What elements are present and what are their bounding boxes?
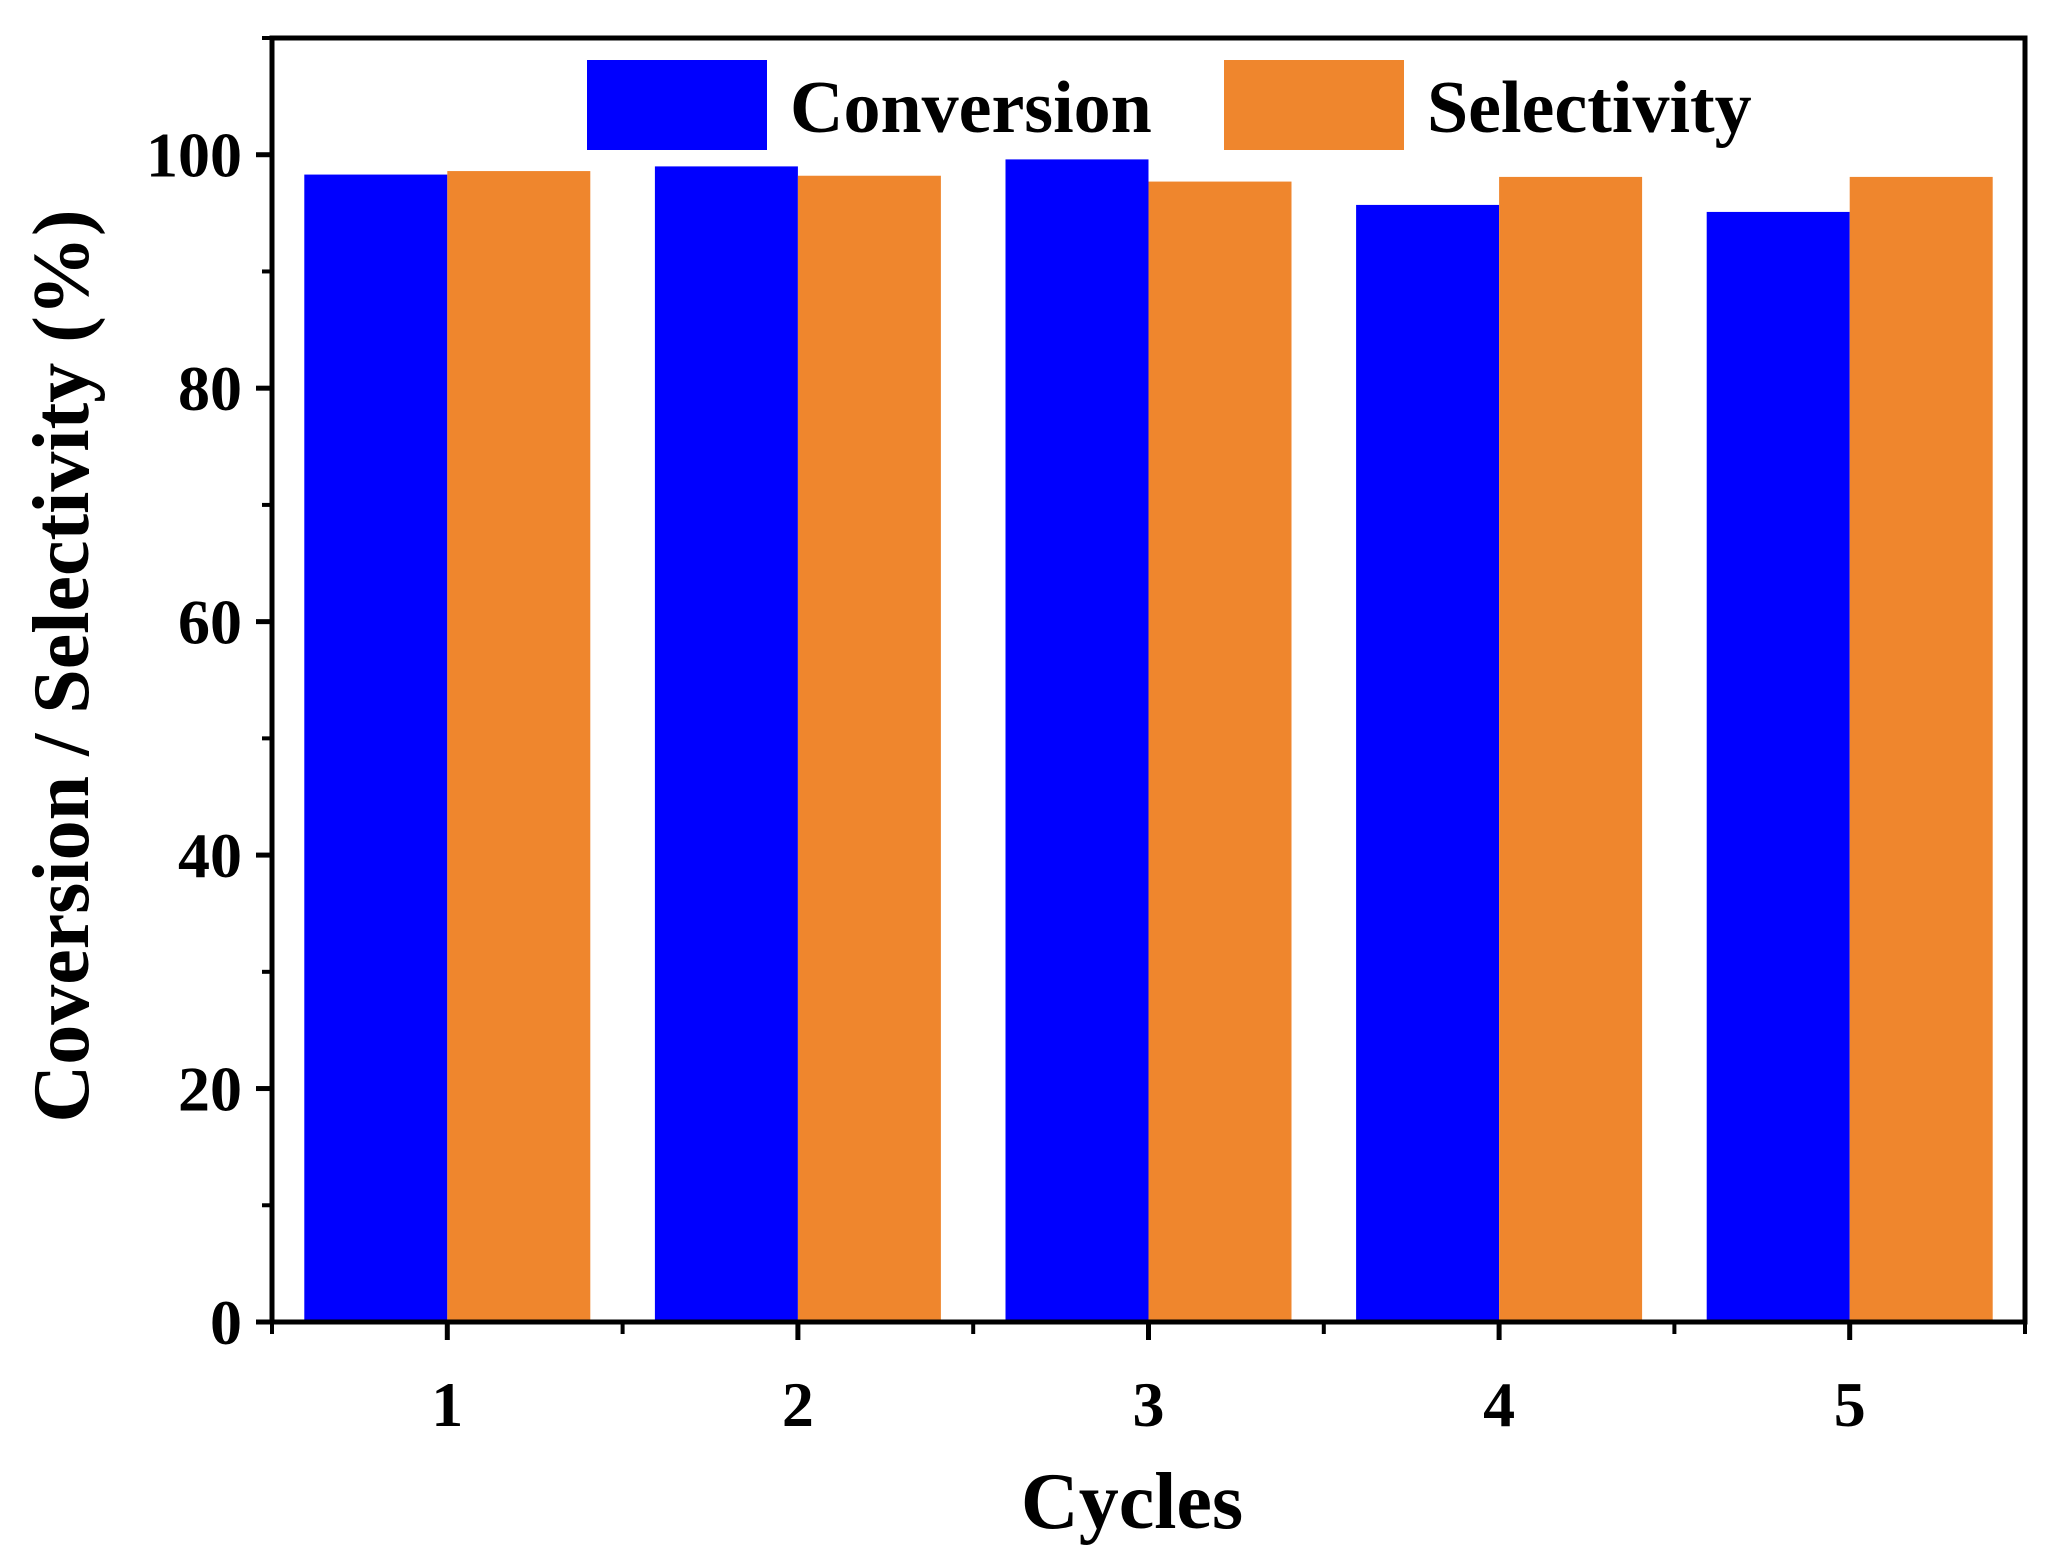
y-tick-label: 0	[210, 1287, 242, 1358]
bar-selectivity-cycle-5	[1849, 176, 1993, 1322]
bars-group	[304, 159, 1993, 1323]
legend-swatch-selectivity	[1224, 60, 1404, 150]
bar-conversion-cycle-5	[1706, 211, 1850, 1323]
legend: Conversion Selectivity	[587, 60, 1752, 150]
legend-label-selectivity: Selectivity	[1427, 67, 1752, 149]
tick-labels-group: 0 20 40 60 80 100 1 2 3 4 5	[146, 120, 1866, 1440]
x-tick-label: 3	[1133, 1369, 1165, 1440]
y-tick-label: 80	[178, 353, 242, 424]
bar-selectivity-cycle-4	[1499, 176, 1643, 1322]
x-tick-label: 2	[782, 1369, 814, 1440]
y-tick-label: 100	[146, 120, 242, 191]
bar-selectivity-cycle-3	[1148, 181, 1292, 1322]
y-tick-label: 60	[178, 587, 242, 658]
x-tick-label: 4	[1483, 1369, 1515, 1440]
legend-label-conversion: Conversion	[790, 67, 1152, 149]
x-tick-label: 1	[431, 1369, 463, 1440]
axes-group	[256, 35, 2028, 1340]
bar-conversion-cycle-1	[304, 174, 448, 1322]
bar-selectivity-cycle-2	[797, 175, 941, 1323]
x-tick-label: 5	[1834, 1369, 1866, 1440]
y-axis-title: Coversion / Selectivity (%)	[18, 209, 106, 1122]
y-tick-label: 20	[178, 1054, 242, 1125]
bar-conversion-cycle-4	[1356, 204, 1500, 1322]
bar-conversion-cycle-3	[1005, 159, 1149, 1322]
legend-swatch-conversion	[587, 60, 767, 150]
bar-selectivity-cycle-1	[447, 171, 591, 1322]
y-tick-label: 40	[178, 820, 242, 891]
x-axis-title: Cycles	[1021, 1458, 1243, 1546]
bar-conversion-cycle-2	[654, 166, 798, 1322]
